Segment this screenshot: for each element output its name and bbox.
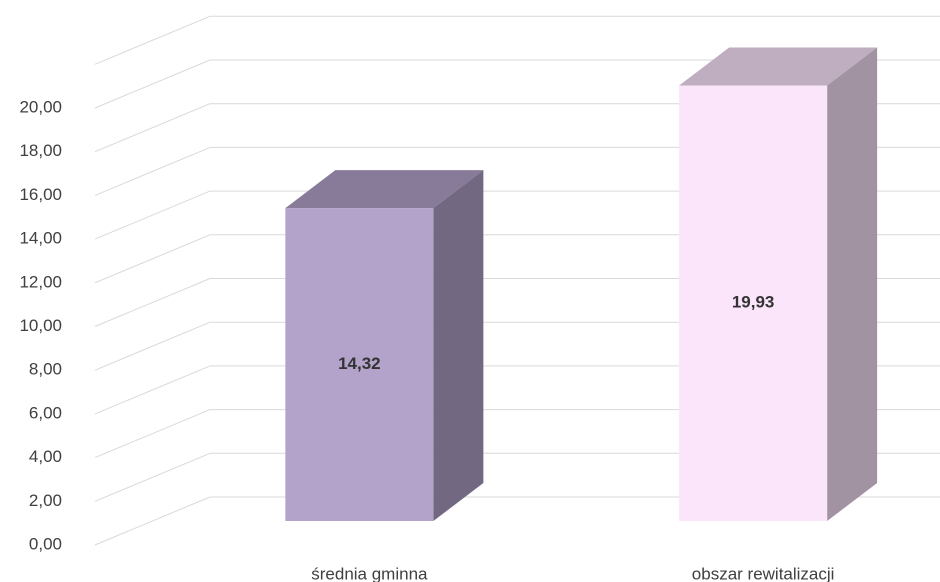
y-tick-label: 16,00 (19, 185, 62, 204)
grid-line (94, 321, 211, 371)
bar (679, 85, 828, 521)
y-tick-label: 20,00 (19, 97, 62, 116)
y-tick-label: 6,00 (29, 403, 62, 422)
grid-line (94, 103, 211, 153)
x-tick-label: średnia gminna (311, 564, 428, 582)
bar-side (433, 170, 484, 521)
x-tick-label: obszar rewitalizacji (692, 564, 835, 582)
y-tick-label: 0,00 (29, 534, 62, 553)
y-tick-label: 10,00 (19, 316, 62, 335)
grid-line (94, 278, 211, 327)
data-label: 19,93 (732, 293, 775, 312)
bar-top (285, 170, 484, 209)
y-tick-label: 18,00 (19, 141, 62, 160)
data-label: 14,32 (338, 354, 381, 373)
grid-line (94, 365, 211, 415)
grid-line (94, 15, 211, 65)
grid-line (94, 59, 211, 109)
y-tick-label: 12,00 (19, 272, 62, 291)
y-tick-label: 14,00 (19, 229, 62, 248)
grid-line (94, 452, 211, 502)
grid-line (94, 190, 211, 240)
bar-top (679, 47, 878, 86)
y-tick-label: 2,00 (29, 491, 62, 510)
grid-line (94, 234, 211, 284)
grid-line (94, 409, 211, 459)
y-tick-label: 8,00 (29, 360, 62, 379)
grid-line (94, 496, 211, 546)
bar-side (827, 47, 878, 521)
bar (285, 208, 434, 521)
grid-line (94, 146, 211, 196)
y-tick-label: 4,00 (29, 447, 62, 466)
